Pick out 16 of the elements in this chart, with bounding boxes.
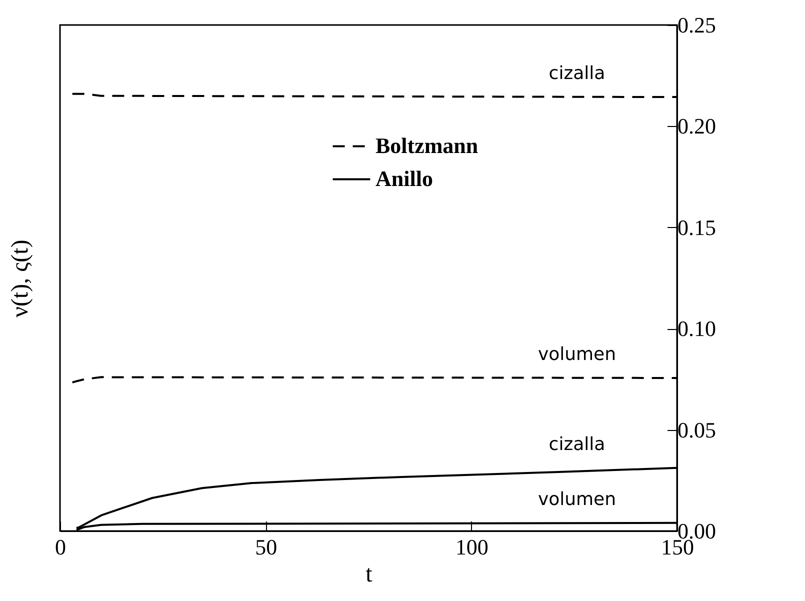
legend-label: Anillo xyxy=(375,166,433,192)
x-tick-label: 50 xyxy=(255,534,278,560)
y-axis-title: ν(t), ς(t) xyxy=(8,240,34,318)
y-tick-label: 0.05 xyxy=(678,417,716,442)
y-tick-label: 0.10 xyxy=(678,316,716,342)
annotation: volumen xyxy=(538,488,616,510)
annotation: cizalla xyxy=(548,434,606,455)
x-axis-title: t xyxy=(366,562,373,588)
x-tick-label: 100 xyxy=(455,534,488,560)
annotation: cizalla xyxy=(548,63,606,84)
legend-label: Boltzmann xyxy=(375,133,478,158)
x-tick-label: 0 xyxy=(55,534,66,560)
y-tick-label: 0.25 xyxy=(678,12,716,38)
y-tick-label: 0.20 xyxy=(678,114,716,139)
annotation: volumen xyxy=(538,344,616,365)
y-tick-label: 0.15 xyxy=(678,214,716,240)
